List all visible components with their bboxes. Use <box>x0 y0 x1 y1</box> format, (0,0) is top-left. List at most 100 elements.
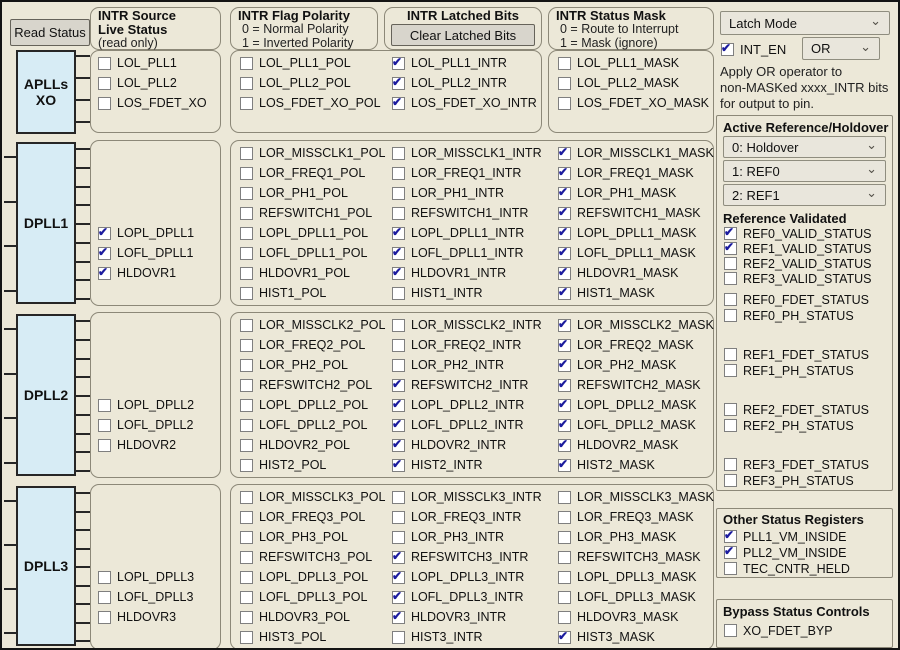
hldovr3_mask-checkbox[interactable] <box>558 610 571 624</box>
lopl_dpll2-checkbox[interactable] <box>98 398 111 412</box>
hist3_pol-checkbox[interactable] <box>240 630 253 644</box>
lor_missclk1_intr-checkbox[interactable] <box>392 146 405 160</box>
lol_pll1-checkbox[interactable] <box>98 56 111 70</box>
ref3_fdet_status-checkbox[interactable] <box>724 458 737 471</box>
hldovr2_intr-checkbox[interactable] <box>392 437 405 452</box>
ref0_ph_status-checkbox[interactable] <box>724 309 737 322</box>
los_fdet_xo-checkbox[interactable] <box>98 96 111 110</box>
lor_freq1_mask-checkbox[interactable] <box>558 165 571 180</box>
lofl_dpll3_pol-checkbox[interactable] <box>240 590 253 604</box>
los_fdet_xo_mask-checkbox[interactable] <box>558 96 571 110</box>
ref0_valid_status-checkbox[interactable] <box>724 225 737 240</box>
refswitch1_mask-checkbox[interactable] <box>558 205 571 220</box>
ref3_ph_status-checkbox[interactable] <box>724 474 737 487</box>
los_fdet_xo_intr-checkbox[interactable] <box>392 95 405 110</box>
hist2_mask-checkbox[interactable] <box>558 457 571 472</box>
hldovr1-checkbox[interactable] <box>98 265 111 280</box>
lol_pll2_pol-checkbox[interactable] <box>240 76 253 90</box>
lopl_dpll3-checkbox[interactable] <box>98 570 111 584</box>
reference-select-0[interactable]: 0: Holdover ⌄ <box>723 136 886 158</box>
lol_pll2_intr-checkbox[interactable] <box>392 75 405 90</box>
lofl_dpll2_mask-checkbox[interactable] <box>558 417 571 432</box>
lol_pll1_mask-checkbox[interactable] <box>558 56 571 70</box>
hldovr1_mask-checkbox[interactable] <box>558 265 571 280</box>
lor_missclk2_pol-checkbox[interactable] <box>240 318 253 332</box>
lopl_dpll1-checkbox[interactable] <box>98 225 111 240</box>
lopl_dpll2_pol-checkbox[interactable] <box>240 398 253 412</box>
refswitch3_pol-checkbox[interactable] <box>240 550 253 564</box>
lor_freq1_intr-checkbox[interactable] <box>392 166 405 180</box>
lor_freq1_pol-checkbox[interactable] <box>240 166 253 180</box>
hldovr1_pol-checkbox[interactable] <box>240 266 253 280</box>
refswitch3_mask-checkbox[interactable] <box>558 550 571 564</box>
ref2_fdet_status-checkbox[interactable] <box>724 403 737 416</box>
lor_ph3_pol-checkbox[interactable] <box>240 530 253 544</box>
hldovr2_mask-checkbox[interactable] <box>558 437 571 452</box>
hist3_intr-checkbox[interactable] <box>392 630 405 644</box>
lofl_dpll2-checkbox[interactable] <box>98 418 111 432</box>
hldovr3_pol-checkbox[interactable] <box>240 610 253 624</box>
lor_freq2_pol-checkbox[interactable] <box>240 338 253 352</box>
hist1_intr-checkbox[interactable] <box>392 286 405 300</box>
lor_missclk2_mask-checkbox[interactable] <box>558 317 571 332</box>
lor_ph2_intr-checkbox[interactable] <box>392 358 405 372</box>
lofl_dpll3_mask-checkbox[interactable] <box>558 590 571 604</box>
lor_ph1_mask-checkbox[interactable] <box>558 185 571 200</box>
tec_cntr_held-checkbox[interactable] <box>724 562 737 575</box>
lor_freq2_mask-checkbox[interactable] <box>558 337 571 352</box>
lofl_dpll1_pol-checkbox[interactable] <box>240 246 253 260</box>
lopl_dpll3_mask-checkbox[interactable] <box>558 570 571 584</box>
hldovr2-checkbox[interactable] <box>98 438 111 452</box>
lopl_dpll3_intr-checkbox[interactable] <box>392 569 405 584</box>
lor_ph1_pol-checkbox[interactable] <box>240 186 253 200</box>
ref2_valid_status-checkbox[interactable] <box>724 257 737 270</box>
lor_missclk2_intr-checkbox[interactable] <box>392 318 405 332</box>
lopl_dpll1_intr-checkbox[interactable] <box>392 225 405 240</box>
refswitch2_intr-checkbox[interactable] <box>392 377 405 392</box>
lor_missclk3_intr-checkbox[interactable] <box>392 490 405 504</box>
lor_freq3_mask-checkbox[interactable] <box>558 510 571 524</box>
lopl_dpll3_pol-checkbox[interactable] <box>240 570 253 584</box>
reference-select-1[interactable]: 1: REF0 ⌄ <box>723 160 886 182</box>
pll1_vm_inside-checkbox[interactable] <box>724 528 737 543</box>
hldovr2_pol-checkbox[interactable] <box>240 438 253 452</box>
lor_missclk1_pol-checkbox[interactable] <box>240 146 253 160</box>
hldovr3_intr-checkbox[interactable] <box>392 609 405 624</box>
hist1_mask-checkbox[interactable] <box>558 285 571 300</box>
lofl_dpll3-checkbox[interactable] <box>98 590 111 604</box>
lor_ph2_pol-checkbox[interactable] <box>240 358 253 372</box>
ref0_fdet_status-checkbox[interactable] <box>724 293 737 306</box>
ref3_valid_status-checkbox[interactable] <box>724 272 737 285</box>
lor_ph3_mask-checkbox[interactable] <box>558 530 571 544</box>
lor_ph3_intr-checkbox[interactable] <box>392 530 405 544</box>
int-en-checkbox[interactable] <box>721 41 734 56</box>
refswitch1_intr-checkbox[interactable] <box>392 206 405 220</box>
lopl_dpll2_mask-checkbox[interactable] <box>558 397 571 412</box>
ref1_fdet_status-checkbox[interactable] <box>724 348 737 361</box>
lol_pll2_mask-checkbox[interactable] <box>558 76 571 90</box>
latch-mode-select[interactable]: Latch Mode ⌄ <box>720 11 890 35</box>
read-status-button[interactable]: Read Status <box>10 19 90 46</box>
lopl_dpll1_pol-checkbox[interactable] <box>240 226 253 240</box>
clear-latched-bits-button[interactable]: Clear Latched Bits <box>391 24 535 46</box>
reference-select-2[interactable]: 2: REF1 ⌄ <box>723 184 886 206</box>
hldovr3-checkbox[interactable] <box>98 610 111 624</box>
refswitch3_intr-checkbox[interactable] <box>392 549 405 564</box>
lor_freq3_pol-checkbox[interactable] <box>240 510 253 524</box>
refswitch2_pol-checkbox[interactable] <box>240 378 253 392</box>
hist3_mask-checkbox[interactable] <box>558 629 571 644</box>
lopl_dpll2_intr-checkbox[interactable] <box>392 397 405 412</box>
ref2_ph_status-checkbox[interactable] <box>724 419 737 432</box>
lofl_dpll1-checkbox[interactable] <box>98 245 111 260</box>
lofl_dpll3_intr-checkbox[interactable] <box>392 589 405 604</box>
lor_ph1_intr-checkbox[interactable] <box>392 186 405 200</box>
lofl_dpll1_mask-checkbox[interactable] <box>558 245 571 260</box>
hist2_intr-checkbox[interactable] <box>392 457 405 472</box>
lol_pll2-checkbox[interactable] <box>98 76 111 90</box>
hldovr1_intr-checkbox[interactable] <box>392 265 405 280</box>
lopl_dpll1_mask-checkbox[interactable] <box>558 225 571 240</box>
lofl_dpll1_intr-checkbox[interactable] <box>392 245 405 260</box>
lofl_dpll2_pol-checkbox[interactable] <box>240 418 253 432</box>
hist2_pol-checkbox[interactable] <box>240 458 253 472</box>
ref1_ph_status-checkbox[interactable] <box>724 364 737 377</box>
